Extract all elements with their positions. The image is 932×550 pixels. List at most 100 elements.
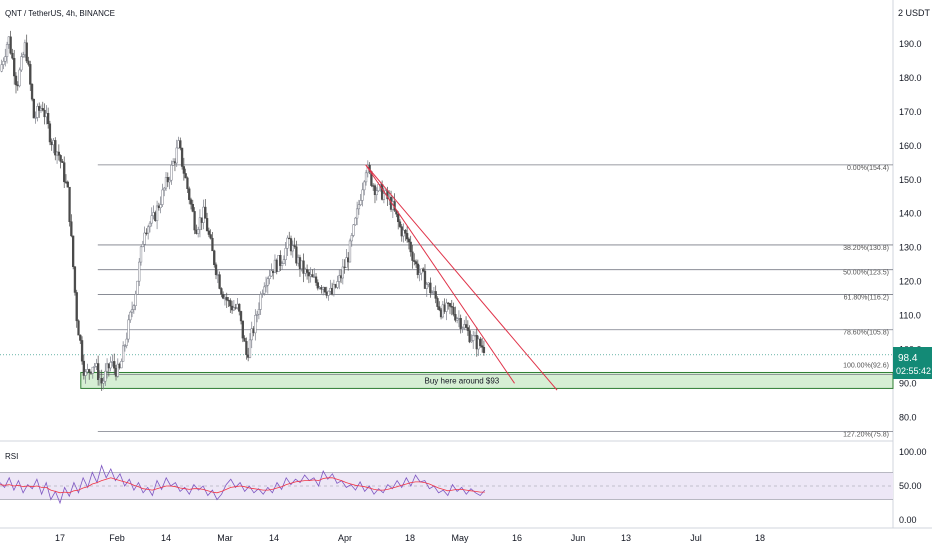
candle (448, 302, 452, 315)
candle (464, 316, 468, 329)
candle (211, 231, 214, 252)
candle (159, 196, 162, 214)
candle (291, 240, 294, 258)
candle (170, 160, 173, 185)
candle (138, 258, 141, 287)
candle (268, 269, 271, 285)
candle (179, 137, 182, 151)
candle (382, 187, 386, 204)
candle (248, 333, 252, 359)
time-tick-label: 13 (621, 533, 631, 543)
time-tick-label: 16 (512, 533, 522, 543)
candle (305, 264, 309, 280)
candle (29, 60, 32, 92)
candle (373, 183, 377, 204)
price-tick-label: 140.0 (899, 209, 922, 219)
candle (120, 358, 123, 369)
time-tick-label: 14 (269, 533, 279, 543)
candle (155, 200, 159, 230)
price-tick-label: 110.0 (899, 310, 921, 320)
candle (14, 72, 18, 94)
candle (75, 289, 78, 328)
buy-zone-rect[interactable] (80, 371, 894, 389)
candle (207, 227, 211, 238)
candle (30, 83, 34, 102)
chart-title: QNT / TetherUS, 4h, BINANCE (5, 9, 115, 18)
candle (218, 271, 221, 290)
candle (323, 286, 327, 294)
candle (13, 49, 16, 85)
candle (363, 180, 366, 196)
candle (425, 281, 428, 297)
time-tick-label: Feb (109, 533, 125, 543)
candle (455, 316, 459, 324)
candle (354, 216, 357, 226)
candle (429, 277, 432, 298)
price-tick-label: 120.0 (899, 277, 922, 287)
candle (48, 120, 52, 146)
candle (109, 356, 112, 372)
candle (375, 187, 378, 201)
candle (411, 245, 414, 269)
candle (409, 235, 412, 257)
rsi-pane[interactable] (0, 464, 893, 505)
candle (91, 366, 94, 379)
candle (59, 154, 62, 169)
candle (27, 56, 30, 67)
candle (61, 159, 64, 163)
candle (434, 285, 437, 304)
candle (5, 41, 9, 64)
candle (104, 363, 107, 386)
candle (327, 290, 330, 301)
candle (147, 224, 150, 240)
candle (359, 193, 362, 207)
candle (422, 267, 425, 273)
candle (172, 158, 175, 166)
candle (163, 186, 166, 197)
last-price-tag: 98.4 02:55:42 (893, 347, 932, 379)
candle (264, 276, 268, 293)
candle (143, 226, 146, 252)
candle (480, 337, 484, 353)
candle (84, 368, 87, 384)
candle (263, 282, 266, 296)
candle (145, 228, 148, 236)
candle (255, 310, 259, 323)
time-axis[interactable]: 17 Feb 14 Mar 14 Apr 18 May 16 Jun 13 Jul 18 (55, 533, 765, 543)
candle (277, 255, 280, 272)
candle (295, 240, 298, 266)
candle (316, 279, 319, 291)
candle (254, 309, 257, 341)
candle (416, 259, 419, 279)
candle (161, 183, 164, 208)
candle (232, 299, 236, 311)
candle (239, 310, 243, 325)
candle (311, 269, 314, 278)
price-tick-label: 90.0 (899, 378, 917, 388)
candle (57, 144, 61, 161)
candle (332, 279, 336, 297)
fib-level-label: 50.00%(123.5) (843, 270, 889, 277)
rsi-tick-label: 0.00 (899, 515, 917, 525)
candle (466, 320, 469, 336)
candle (302, 253, 305, 283)
trendline[interactable] (365, 164, 558, 391)
candle (180, 147, 184, 170)
candle (36, 103, 39, 122)
trendline[interactable] (365, 164, 515, 384)
candle (188, 186, 191, 205)
candle (148, 221, 152, 233)
candle (20, 52, 23, 73)
rsi-title: RSI (5, 452, 18, 461)
candle (261, 289, 264, 298)
candle (459, 314, 462, 334)
candle (345, 249, 348, 268)
candle (205, 212, 209, 232)
candle (125, 332, 128, 349)
candle (405, 226, 409, 243)
time-tick-label: Apr (338, 533, 352, 543)
price-pane[interactable]: Buy here around $93 0.00%(154.4) 38.20%(13… (0, 30, 894, 439)
candle (398, 219, 402, 229)
candle (113, 353, 116, 375)
